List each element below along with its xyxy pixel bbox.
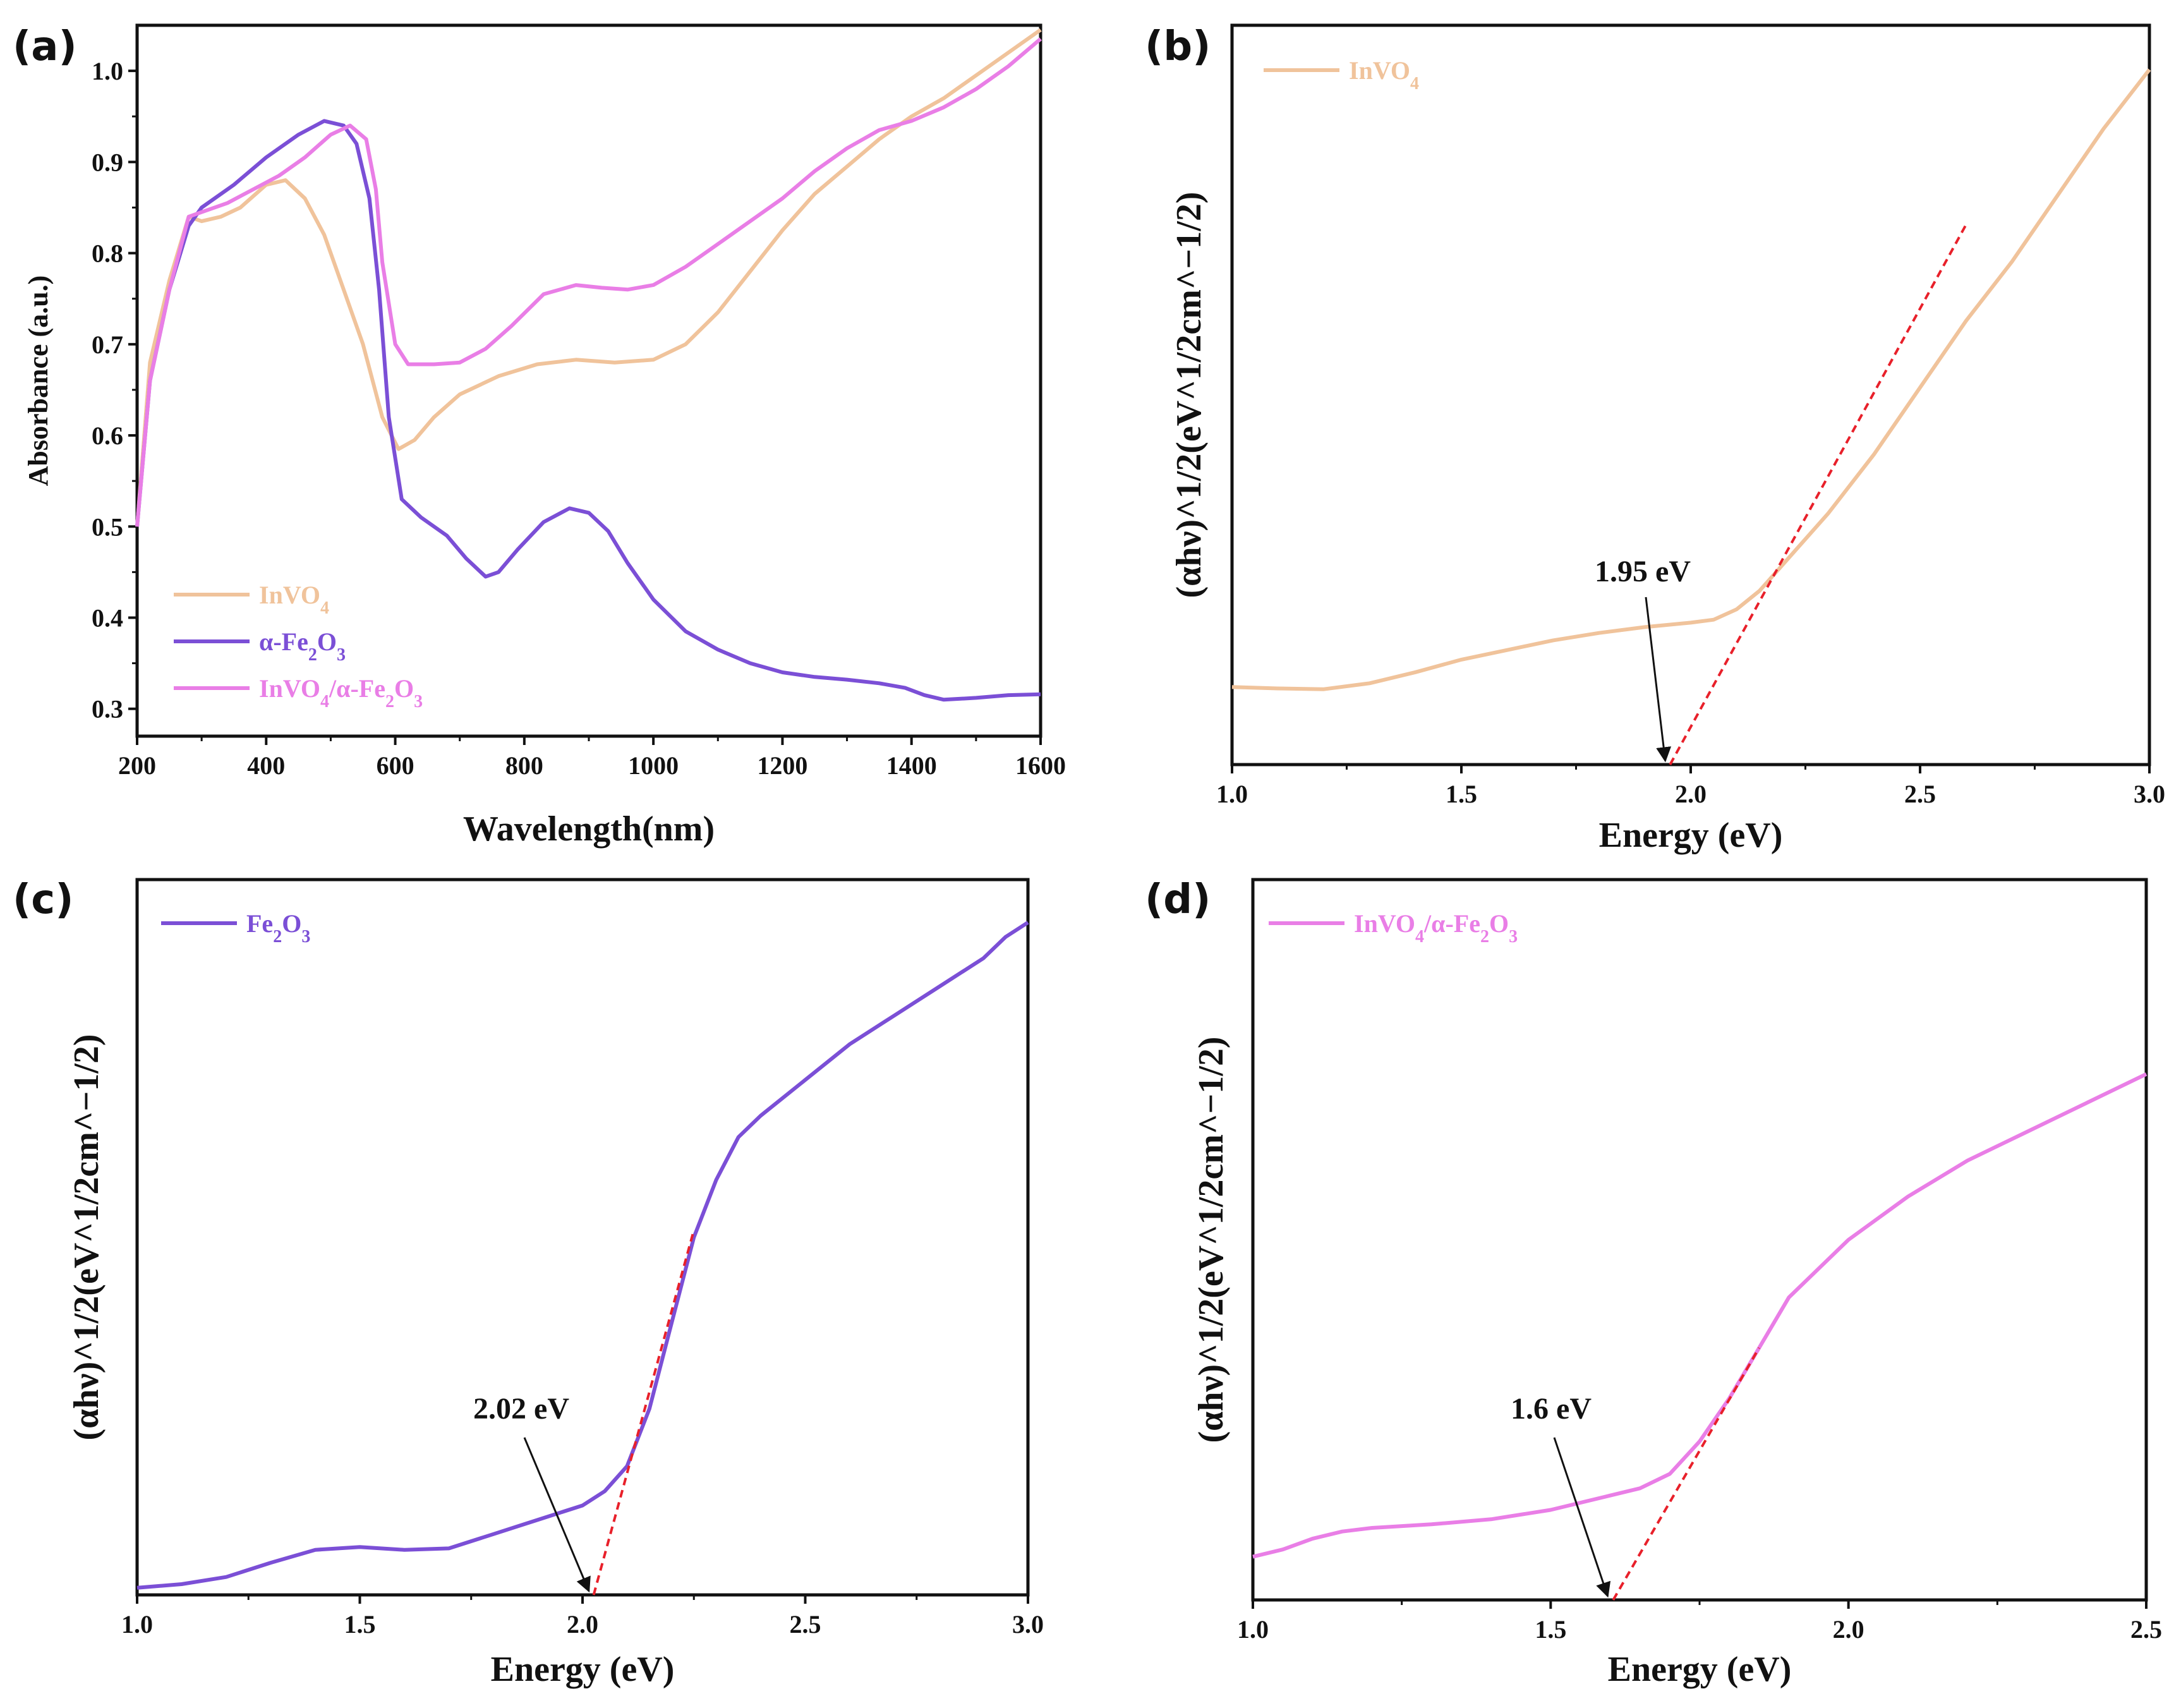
x-tick-label: 1.5 [1446,780,1477,808]
y-axis-title: (αhν)^1/2(eV^1/2cm^−1/2) [1192,1036,1231,1443]
series-line [135,28,1042,527]
panel-label: (b) [1145,23,1211,70]
x-tick-label: 600 [377,751,414,780]
tangent-line [1669,224,1967,765]
x-tick-label: 800 [505,751,543,780]
x-tick-label: 1000 [628,751,679,780]
x-tick-label: 3.0 [2134,780,2165,808]
series-line [1231,68,2151,691]
x-axis-title: Energy (eV) [491,1650,675,1689]
panel-label: (d) [1145,876,1211,923]
series-line [135,37,1042,527]
x-tick-label: 3.0 [1012,1610,1044,1638]
band-gap-arrow [523,1437,591,1593]
x-tick-label: 2.5 [1904,780,1936,808]
y-tick-label: 0.8 [92,239,123,268]
band-gap-arrow [1553,1437,1611,1598]
x-tick-label: 2.0 [1675,780,1707,808]
chart-panel-d: (d) 1.0 1.5 2.0 2.5 Energy (eV) (αhν)^1/2(eV^1… [1145,876,2162,1689]
legend-label: InVO4 [1349,56,1419,94]
x-axis-title: Energy (eV) [1599,816,1783,855]
y-axis-title: Absorbance (a.u.) [23,276,54,487]
x-tick-label: 2.0 [1833,1615,1864,1644]
legend-label: Fe2O3 [246,909,310,947]
x-tick-label: 2.5 [2130,1615,2162,1644]
series-line [136,921,1029,1590]
panel-label: (a) [13,23,77,70]
x-tick-label: 2.0 [567,1610,598,1638]
x-axis-title: Wavelength(nm) [463,809,715,849]
x-tick-label: 1200 [757,751,807,780]
x-tick-label: 1.5 [344,1610,376,1638]
plot-frame [1230,23,2151,766]
x-tick-label: 2.5 [790,1610,821,1638]
legend-label: InVO4/α-Fe2O3 [1354,909,1518,947]
x-tick-label: 400 [247,751,285,780]
x-tick-label: 1400 [886,751,937,780]
y-tick-label: 0.9 [92,148,123,176]
chart-panel-c: (c) 1.0 1.5 2.0 2.5 3.0 Energy (eV) (αhν)^1/2(e… [13,876,1044,1689]
y-tick-label: 0.6 [92,421,123,450]
chart-panel-b: (b) 1.0 1.5 2.0 2.5 3.0 Energy (eV) (αhν)^1/2(e… [1145,23,2165,855]
legend-label: InVO4 [259,581,329,618]
y-tick-label: 0.5 [92,512,123,541]
x-tick-label: 1.5 [1535,1615,1566,1644]
tangent-line [592,1230,696,1596]
x-tick-label: 1.0 [1237,1615,1269,1644]
x-tick-label: 1600 [1015,751,1066,780]
y-tick-label: 1.0 [92,57,123,85]
band-gap-arrow [1645,597,1672,763]
panel-label: (c) [13,876,73,923]
plot-frame [135,878,1030,1597]
series-line [135,119,1041,702]
y-tick-label: 0.4 [92,604,123,633]
plot-frame [1251,878,2148,1602]
x-tick-label: 200 [118,751,156,780]
x-axis-title: Energy (eV) [1608,1650,1792,1689]
legend-label: InVO4/α-Fe2O3 [259,674,423,712]
x-tick-label: 1.0 [121,1610,153,1638]
band-gap-label: 1.6 eV [1511,1392,1592,1426]
tangent-line [1612,1347,1760,1601]
series-line [1252,1072,2148,1559]
band-gap-label: 2.02 eV [473,1392,569,1426]
y-tick-label: 0.7 [92,330,123,359]
y-tick-label: 0.3 [92,695,123,724]
x-tick-label: 1.0 [1216,780,1248,808]
y-axis-title: (αhν)^1/2(eV^1/2cm^−1/2) [67,1034,106,1440]
legend-label: α-Fe2O3 [259,627,346,665]
band-gap-label: 1.95 eV [1595,555,1691,588]
y-axis-title: (αhν)^1/2(eV^1/2cm^−1/2) [1169,191,1209,598]
chart-panel-a: (a) 200 400 600 800 1000 1200 1400 1600 0.3 0.4 0.5… [13,23,1066,849]
